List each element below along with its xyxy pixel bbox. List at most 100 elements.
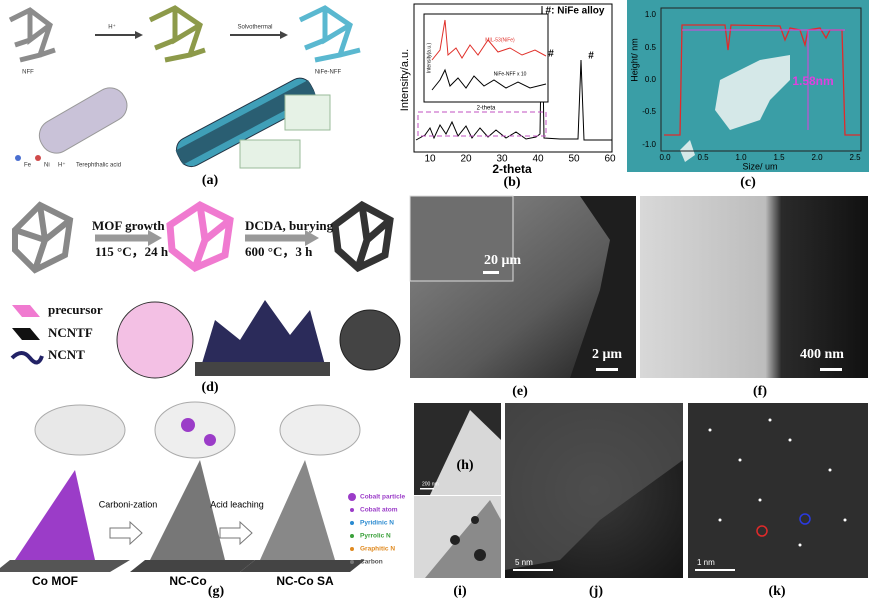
- legend-text: precursor: [48, 302, 103, 317]
- panel-g: Carboni-zation Acid leaching Co MOF NC-C…: [0, 401, 406, 599]
- panel-i: (i): [414, 496, 501, 599]
- legend-dot: [350, 534, 354, 538]
- rod-body: [38, 87, 128, 154]
- particle: [204, 434, 216, 446]
- nife-nff-framework: [298, 5, 361, 63]
- base: [240, 560, 365, 572]
- arrow: [109, 520, 143, 546]
- legend-text: Cobalt atom: [360, 507, 398, 514]
- condition-label: 115 °C，24 h: [95, 244, 169, 259]
- nanoparticle: [474, 549, 486, 561]
- y-tick-label: -1.0: [642, 140, 656, 149]
- single-atoms: [708, 418, 847, 547]
- legend-dot: [350, 547, 354, 551]
- ncntf-framework: [331, 200, 394, 273]
- scale-label: 1 nm: [697, 558, 715, 567]
- scale-bar: [513, 569, 553, 571]
- panel-label: (i): [453, 584, 467, 599]
- arrowhead: [305, 230, 319, 246]
- x-tick-label: 50: [568, 154, 580, 165]
- legend-text: Carbon: [360, 559, 383, 566]
- series-label: MIL-53(NiFe): [485, 37, 515, 43]
- step-label: MOF growth: [92, 218, 165, 233]
- legend-text: Pyrrolic N: [360, 533, 391, 540]
- x-tick-label: 2.0: [811, 153, 823, 162]
- y-tick-label: 0.5: [645, 43, 657, 52]
- stage-label: NC-Co SA: [276, 574, 334, 588]
- legend-text: Cobalt particle: [360, 494, 406, 501]
- legend-text: Ni: [44, 163, 50, 169]
- crystal-structure: [239, 139, 301, 169]
- panel-label: (f): [753, 384, 767, 399]
- scale-bar: [420, 488, 434, 490]
- step-height: 1.58nm: [792, 74, 833, 88]
- panel-b: MIL-53(NiFe) NiFe-NFF x 10 2-theta Inten…: [399, 3, 616, 190]
- panel-c: 1.58nm 1.0 0.5 0.0 -0.5 -1.0 0.0 0.5 1.0…: [627, 0, 869, 190]
- carbon-region: [505, 403, 683, 570]
- panel-d: MOF growth 115 °C，24 h DCDA, burying 600…: [10, 200, 401, 395]
- panel-k: 1 nm (k): [688, 403, 868, 599]
- x-tick-label: 1.0: [735, 153, 747, 162]
- panel-a: H⁺ Solvothermal NFF NiFe-NFF Fe Ni H⁺ Te…: [8, 5, 361, 188]
- thought-bubble: [34, 404, 126, 456]
- material-label: NFF: [22, 70, 34, 76]
- panel-label: (e): [512, 384, 528, 399]
- y-tick-label: -0.5: [642, 107, 656, 116]
- base: [0, 560, 130, 572]
- pyramid: [150, 460, 225, 560]
- chart-title: #: NiFe alloy: [546, 6, 605, 17]
- scale-bar: [596, 368, 618, 371]
- legend-swatch: [10, 351, 44, 365]
- zoom-circle: [339, 309, 401, 371]
- framework: [12, 201, 74, 274]
- haadf-image: [688, 403, 868, 578]
- ncnt-forest: [200, 300, 325, 370]
- zoom-circle: [116, 301, 194, 379]
- thought-bubble: [279, 404, 361, 456]
- legend-dot: [15, 155, 21, 161]
- legend-text: Graphitic N: [360, 546, 395, 553]
- y-axis-label: Intensity/a.u.: [399, 49, 411, 111]
- panel-label: (a): [202, 173, 219, 188]
- step-label: Carboni-zation: [99, 499, 158, 509]
- scale-bar: [483, 271, 499, 274]
- reagent-label: H⁺: [108, 24, 116, 31]
- zoom-box: [417, 111, 547, 137]
- material-label: NiFe-NFF: [315, 70, 342, 76]
- peak-mark: #: [548, 49, 554, 60]
- x-axis-label: Size/ um: [742, 161, 777, 171]
- x-tick-label: 0.5: [697, 153, 709, 162]
- legend-dot: [350, 508, 354, 512]
- legend-text: Pyridinic N: [360, 520, 394, 527]
- arrowhead: [148, 230, 162, 246]
- sem-image: [640, 196, 868, 378]
- nanorod: [38, 87, 128, 154]
- inset-x-label: 2-theta: [477, 106, 496, 112]
- legend-text: NCNTF: [48, 325, 93, 340]
- pyramid: [15, 470, 95, 560]
- legend-text: H⁺: [58, 162, 66, 169]
- x-tick-label: 10: [424, 154, 436, 165]
- panel-label: (b): [503, 175, 520, 190]
- pyramid: [260, 460, 335, 560]
- panel-label: (d): [201, 380, 218, 395]
- scale-label: 20 μm: [484, 253, 521, 268]
- series-label: NiFe-NFF x 10: [494, 71, 527, 77]
- legend-text: NCNT: [48, 347, 85, 362]
- inset-line: [431, 19, 547, 61]
- inset-frame: [423, 13, 549, 103]
- x-tick-label: 1.5: [773, 153, 785, 162]
- scale-label: 2 μm: [592, 347, 622, 362]
- y-axis-label: Height/ nm: [629, 38, 639, 82]
- arrowhead: [280, 31, 288, 39]
- scale-label: 200 nm: [422, 481, 439, 487]
- panel-label: (h): [456, 458, 473, 473]
- panel-label: (j): [589, 584, 603, 599]
- legend-swatch: [12, 305, 40, 317]
- arrowhead: [135, 31, 143, 39]
- inset-line: [431, 68, 547, 91]
- panel-h: (h) 200 nm: [414, 403, 501, 495]
- scale-label: 400 nm: [800, 347, 844, 362]
